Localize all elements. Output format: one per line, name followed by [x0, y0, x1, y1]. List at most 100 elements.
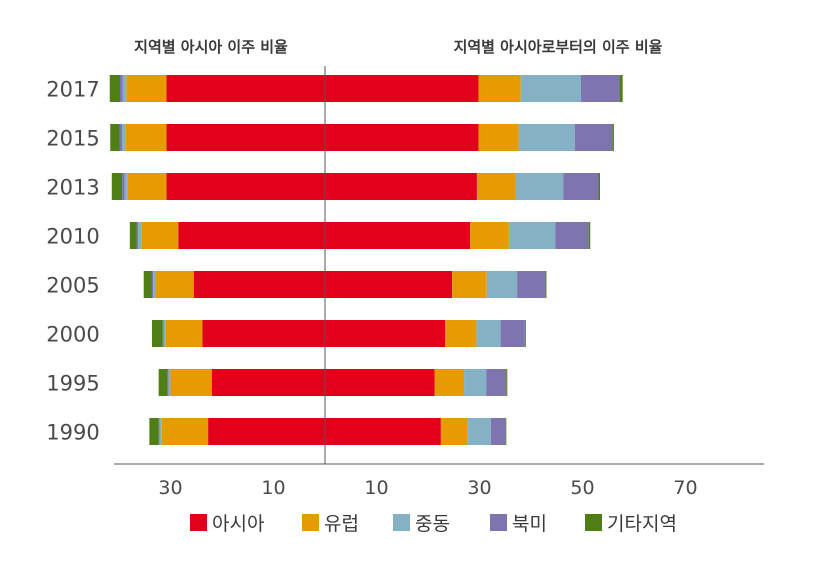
bar-right-1990-아시아 — [325, 418, 441, 445]
year-label-1990: 1990 — [46, 421, 99, 445]
bar-right-2005-아시아 — [325, 271, 453, 298]
bar-left-2015-기타지역 — [110, 124, 120, 151]
bar-right-2013-유럽 — [476, 173, 516, 200]
bar-left-2000-북미 — [162, 320, 164, 347]
bar-left-2005-북미 — [151, 271, 153, 298]
bar-left-2017-유럽 — [126, 75, 167, 102]
bar-left-2013-유럽 — [127, 173, 167, 200]
bar-left-2000-기타지역 — [151, 320, 163, 347]
x-tick-right-10: 10 — [364, 477, 388, 499]
bar-left-2005-중동 — [152, 271, 156, 298]
bar-right-2010-북미 — [555, 222, 589, 249]
bar-right-2015-중동 — [518, 124, 575, 151]
bar-right-2015-유럽 — [478, 124, 519, 151]
bar-right-1990-중동 — [467, 418, 491, 445]
bar-right-2000-북미 — [500, 320, 525, 347]
year-label-2000: 2000 — [46, 323, 99, 347]
bar-right-2010-기타지역 — [588, 222, 591, 249]
bar-right-2000-아시아 — [325, 320, 445, 347]
bar-left-2010-북미 — [136, 222, 139, 249]
bar-left-2000-아시아 — [202, 320, 325, 347]
bars-layer: 2017 2015 2013 2010 2005 2000 1995 1990 — [46, 75, 623, 445]
axes-layer: 30 10 10 30 50 70 — [114, 66, 764, 499]
bar-left-2015-아시아 — [166, 124, 325, 151]
x-tick-right-50: 50 — [570, 477, 594, 499]
bar-left-2015-중동 — [122, 124, 126, 151]
year-label-1995: 1995 — [46, 372, 99, 396]
bar-right-2010-유럽 — [470, 222, 509, 249]
legend-label-아시아: 아시아 — [212, 513, 264, 535]
year-label-2015: 2015 — [46, 127, 99, 151]
bar-left-1990-유럽 — [161, 418, 209, 445]
bar-right-2013-북미 — [563, 173, 599, 200]
bar-left-2013-기타지역 — [111, 173, 123, 200]
bar-right-1995-아시아 — [325, 369, 435, 396]
bar-left-2000-유럽 — [165, 320, 203, 347]
bar-right-2017-북미 — [580, 75, 620, 102]
year-label-2013: 2013 — [46, 176, 99, 200]
left-panel-title: 지역별 아시아 이주 비율 — [134, 38, 288, 56]
bar-right-2015-아시아 — [325, 124, 479, 151]
bar-right-2010-중동 — [508, 222, 556, 249]
bar-left-2017-아시아 — [166, 75, 325, 102]
legend: 아시아 유럽 중동 북미 기타지역 — [190, 513, 677, 535]
bar-right-2017-중동 — [520, 75, 581, 102]
bar-right-2010-아시아 — [325, 222, 471, 249]
legend-swatch-유럽 — [302, 514, 319, 531]
bar-left-2010-기타지역 — [129, 222, 137, 249]
legend-label-북미: 북미 — [512, 513, 547, 535]
bar-right-2013-중동 — [515, 173, 564, 200]
bar-left-2010-중동 — [138, 222, 142, 249]
year-label-2010: 2010 — [46, 225, 99, 249]
bar-left-2013-중동 — [124, 173, 128, 200]
bar-right-2013-기타지역 — [598, 173, 601, 200]
bar-left-1990-기타지역 — [149, 418, 159, 445]
bar-left-1995-기타지역 — [158, 369, 168, 396]
bar-right-2000-기타지역 — [524, 320, 526, 347]
bar-left-1995-유럽 — [170, 369, 212, 396]
bar-right-1995-유럽 — [434, 369, 465, 396]
bar-right-1990-유럽 — [440, 418, 468, 445]
bar-right-1995-기타지역 — [506, 369, 508, 396]
legend-swatch-기타지역 — [585, 514, 602, 531]
bar-left-2005-기타지역 — [143, 271, 152, 298]
x-tick-right-30: 30 — [467, 477, 491, 499]
bar-left-1995-중동 — [168, 369, 171, 396]
x-tick-left-30: 30 — [158, 477, 182, 499]
bar-right-1990-기타지역 — [505, 418, 507, 445]
bar-right-2017-유럽 — [478, 75, 521, 102]
bar-right-2000-유럽 — [444, 320, 477, 347]
bar-right-2015-기타지역 — [612, 124, 614, 151]
legend-label-중동: 중동 — [415, 513, 450, 535]
bar-left-2017-기타지역 — [109, 75, 121, 102]
bar-left-1995-북미 — [167, 369, 169, 396]
legend-swatch-아시아 — [190, 514, 207, 531]
legend-swatch-중동 — [393, 514, 410, 531]
bar-right-2005-유럽 — [452, 271, 487, 298]
bar-left-2013-아시아 — [166, 173, 325, 200]
bar-left-2015-유럽 — [125, 124, 167, 151]
bar-right-2005-중동 — [486, 271, 518, 298]
bar-left-2013-북미 — [122, 173, 125, 200]
bar-right-1995-중동 — [464, 369, 487, 396]
bar-right-2005-기타지역 — [545, 271, 547, 298]
bar-left-2015-북미 — [119, 124, 123, 151]
year-label-2017: 2017 — [46, 78, 99, 102]
legend-swatch-북미 — [490, 514, 507, 531]
bar-left-1990-중동 — [159, 418, 162, 445]
bar-left-2010-아시아 — [178, 222, 325, 249]
bar-left-2017-중동 — [122, 75, 127, 102]
bar-right-2017-아시아 — [325, 75, 479, 102]
bar-left-1990-아시아 — [208, 418, 325, 445]
bar-right-1990-북미 — [490, 418, 506, 445]
bar-right-2015-북미 — [574, 124, 613, 151]
bar-left-1990-북미 — [158, 418, 160, 445]
x-tick-right-70: 70 — [673, 477, 697, 499]
legend-label-기타지역: 기타지역 — [607, 513, 677, 535]
bar-right-2005-북미 — [517, 271, 546, 298]
bar-right-2013-아시아 — [325, 173, 477, 200]
bar-left-1995-아시아 — [211, 369, 325, 396]
legend-label-유럽: 유럽 — [324, 513, 359, 535]
bar-left-2000-중동 — [163, 320, 166, 347]
